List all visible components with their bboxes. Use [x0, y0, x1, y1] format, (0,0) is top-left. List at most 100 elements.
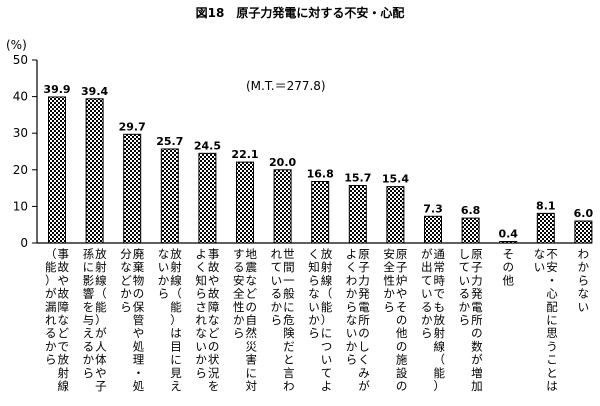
category-label-char: や — [95, 366, 107, 380]
bar — [273, 169, 292, 244]
category-label-char: ど — [246, 287, 258, 301]
category-label-char: か — [346, 339, 358, 353]
category-label-char: 所 — [471, 313, 483, 327]
category-label-char: （ — [434, 353, 446, 367]
category-label-char: い — [308, 300, 320, 314]
category-label-char: は — [170, 326, 182, 340]
category-label-char: ら — [308, 326, 320, 340]
category-label-char: 保 — [133, 300, 145, 314]
category-label-char: か — [383, 287, 395, 301]
category-label-char: 常 — [434, 260, 446, 274]
category-label-char: さ — [195, 300, 207, 314]
category-label-char: 故 — [208, 287, 220, 301]
category-label-char: 放 — [170, 247, 182, 261]
category-label-char: 知 — [308, 260, 320, 274]
category-label-char: の — [502, 260, 514, 274]
category-label-char: 知 — [195, 273, 207, 287]
y-tick-label: 20 — [13, 163, 28, 177]
category-label-char: 世 — [283, 247, 295, 261]
category-label-char: 発 — [358, 287, 370, 301]
bar-value-label: 15.7 — [344, 172, 371, 185]
category-label-char: か — [459, 300, 471, 314]
category-label-char: 射 — [95, 260, 107, 274]
category-label-char: な — [578, 287, 590, 301]
y-tick-label: 30 — [13, 126, 28, 140]
category-label-char: 分 — [120, 247, 132, 261]
category-label-char: 故 — [208, 260, 220, 274]
category-label-char: を — [83, 300, 95, 314]
category-label-char: ） — [45, 273, 57, 287]
category-label-char: く — [308, 247, 320, 261]
category-label-char: 況 — [208, 366, 220, 380]
bar — [311, 181, 330, 244]
bar — [236, 161, 254, 244]
category-label-char: 能 — [170, 300, 182, 314]
category-label-char: 対 — [246, 379, 258, 393]
category-label-char: や — [133, 326, 145, 340]
category-label-char: 時 — [434, 273, 446, 287]
category-label-char: か — [45, 339, 57, 353]
category-label-char: 全 — [233, 287, 245, 301]
category-label-char: の — [246, 300, 258, 314]
category-label-char: な — [120, 260, 132, 274]
y-tick-label: 10 — [13, 199, 28, 213]
category-label-char: 線 — [95, 273, 107, 287]
category-label-char: に — [83, 260, 95, 274]
bar-value-label: 39.4 — [81, 85, 108, 98]
bar-value-label: 6.0 — [574, 207, 594, 220]
category-label-char: ら — [383, 300, 395, 314]
category-label-char: が — [471, 353, 483, 367]
category-label-char: 放 — [58, 353, 70, 367]
bar — [386, 186, 405, 244]
category-label-char: い — [346, 326, 358, 340]
category-label-char: 射 — [321, 260, 333, 274]
category-label-char: ら — [195, 366, 207, 380]
category-label-char: 力 — [471, 273, 483, 287]
bar-value-label: 29.7 — [119, 120, 146, 133]
category-label-char: 増 — [471, 366, 483, 380]
category-label-char: の — [358, 326, 370, 340]
category-label-char: 与 — [83, 313, 95, 327]
category-label-char: く — [195, 260, 207, 274]
category-label-char: る — [83, 339, 95, 353]
category-label-char: ） — [434, 379, 446, 393]
category-label-char: ら — [195, 287, 207, 301]
category-label-char: ・ — [546, 273, 558, 287]
category-label-char: （ — [321, 287, 333, 301]
category-label-char: の — [471, 326, 483, 340]
category-label-char: い — [158, 260, 170, 274]
category-label-char: い — [195, 339, 207, 353]
category-label-char: る — [459, 287, 471, 301]
category-label-char: わ — [283, 379, 295, 393]
category-label-char: ら — [421, 326, 433, 340]
bar — [123, 133, 142, 244]
category-label-char: れ — [45, 313, 57, 327]
category-label-char: 人 — [95, 339, 107, 353]
category-label-char: 子 — [471, 260, 483, 274]
category-label-char: わ — [578, 247, 590, 261]
category-label-char: は — [546, 379, 558, 393]
category-label-char: ） — [170, 313, 182, 327]
category-label-char: て — [271, 260, 283, 274]
category-label-char: 能 — [321, 300, 333, 314]
category-label-char: 射 — [434, 326, 446, 340]
category-label-char: つ — [321, 339, 333, 353]
category-label-char: な — [58, 313, 70, 327]
category-label-char: で — [58, 339, 70, 353]
category-label-char: い — [578, 300, 590, 314]
category-label-char: 不 — [546, 247, 558, 261]
category-label-char: 通 — [434, 247, 446, 261]
category-label-char: い — [321, 353, 333, 367]
category-label-char: て — [459, 260, 471, 274]
bar-value-label: 0.4 — [498, 228, 518, 241]
category-label-char: 線 — [58, 379, 70, 393]
category-label-char: 体 — [95, 353, 107, 367]
bar-value-label: 39.9 — [43, 83, 70, 96]
category-label-char: を — [208, 379, 220, 393]
